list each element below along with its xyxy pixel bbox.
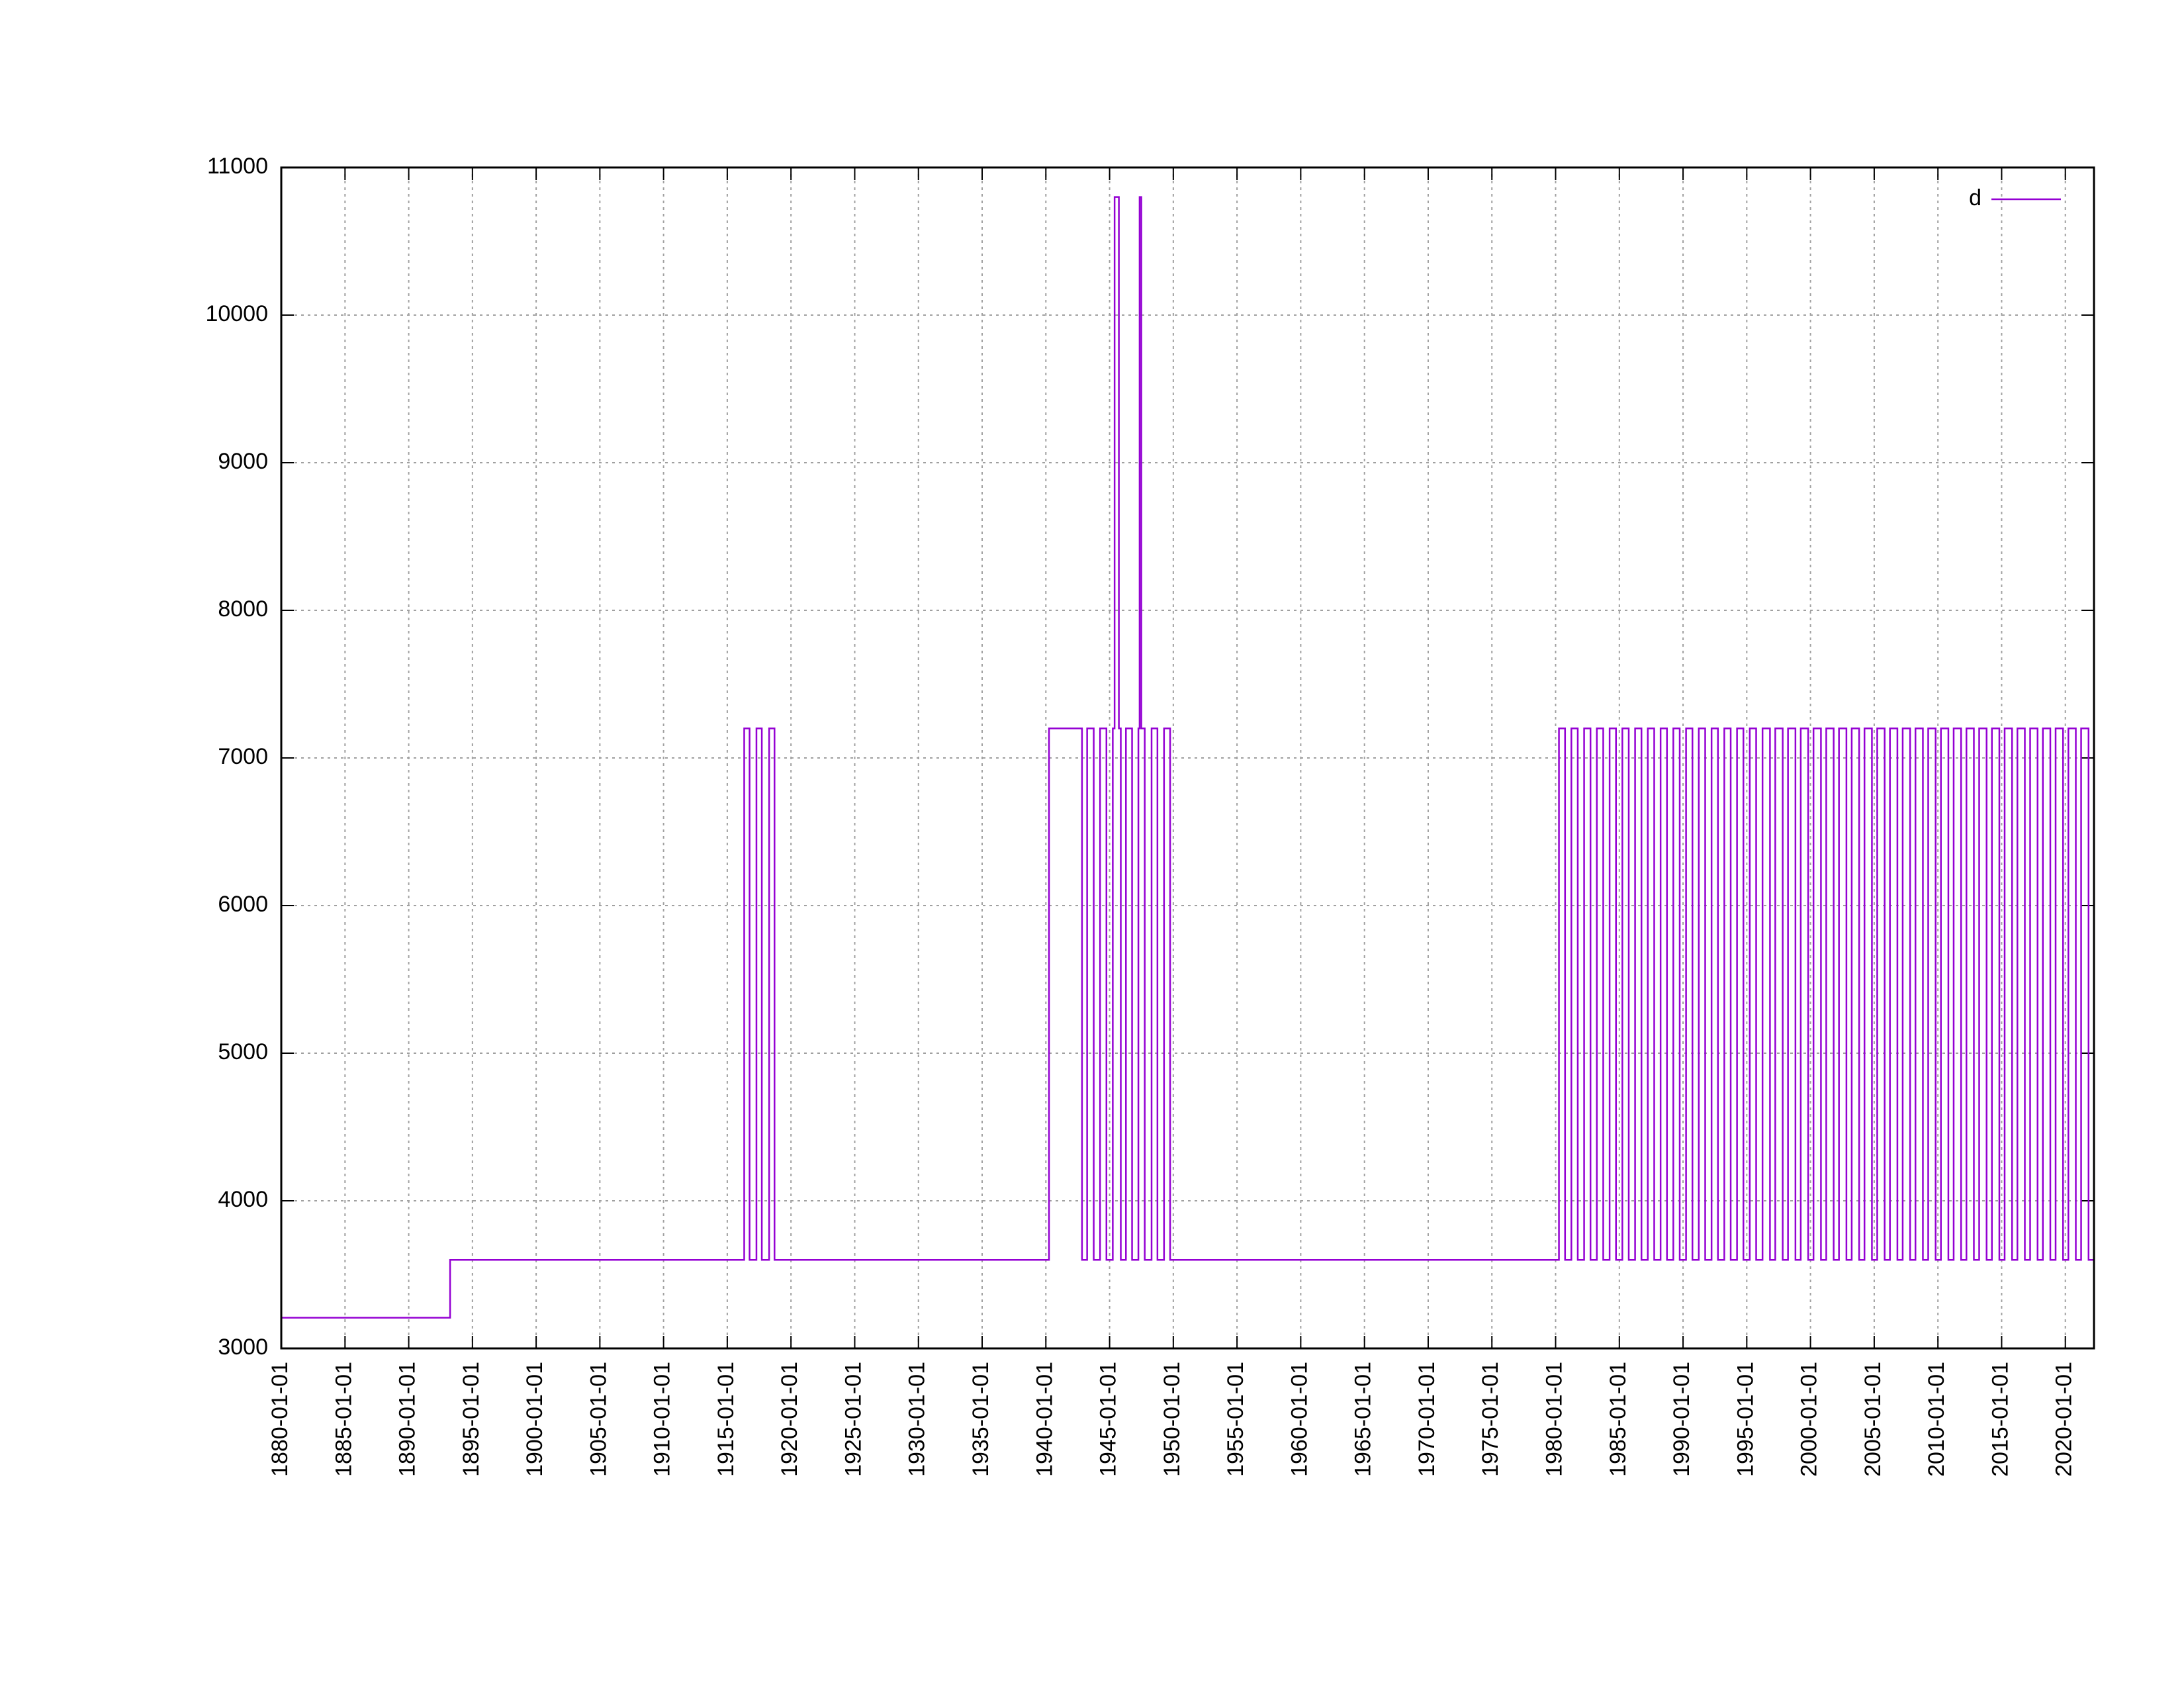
data-line bbox=[281, 196, 2095, 1319]
x-tick-label: 1890-01-01 bbox=[395, 1362, 420, 1477]
x-tick-label: 1900-01-01 bbox=[522, 1362, 547, 1477]
x-tick-label: 2015-01-01 bbox=[1987, 1362, 2013, 1477]
x-tick-label: 2020-01-01 bbox=[2052, 1362, 2077, 1477]
x-tick-label: 1950-01-01 bbox=[1160, 1362, 1185, 1477]
y-tick-label: 7000 bbox=[218, 744, 268, 769]
y-tick-label: 8000 bbox=[218, 596, 268, 622]
y-tick-label: 11000 bbox=[207, 154, 268, 179]
y-tick-label: 6000 bbox=[218, 892, 268, 917]
x-tick-label: 2010-01-01 bbox=[1924, 1362, 1949, 1477]
x-tick-label: 1935-01-01 bbox=[968, 1362, 993, 1477]
x-tick-label: 1930-01-01 bbox=[905, 1362, 930, 1477]
y-tick-label: 5000 bbox=[218, 1039, 268, 1064]
x-tick-label: 1895-01-01 bbox=[459, 1362, 484, 1477]
plot-frame bbox=[280, 166, 2095, 1350]
x-tick-label: 2000-01-01 bbox=[1797, 1362, 1822, 1477]
x-tick-label: 1880-01-01 bbox=[267, 1362, 293, 1477]
x-tick-label: 1970-01-01 bbox=[1414, 1362, 1439, 1477]
x-tick-label: 1885-01-01 bbox=[331, 1362, 356, 1477]
y-tick-label: 9000 bbox=[218, 449, 268, 474]
x-tick-label: 1905-01-01 bbox=[586, 1362, 611, 1477]
x-tick-label: 1960-01-01 bbox=[1287, 1362, 1312, 1477]
x-tick-label: 1995-01-01 bbox=[1733, 1362, 1758, 1477]
y-tick-label: 3000 bbox=[218, 1335, 268, 1360]
x-tick-label: 1985-01-01 bbox=[1606, 1362, 1631, 1477]
y-tick-label: 4000 bbox=[218, 1187, 268, 1212]
x-tick-label: 1915-01-01 bbox=[713, 1362, 739, 1477]
x-tick-label: 1980-01-01 bbox=[1541, 1362, 1567, 1477]
y-tick-label: 10000 bbox=[205, 301, 268, 326]
x-tick-label: 1910-01-01 bbox=[650, 1362, 675, 1477]
x-tick-label: 1945-01-01 bbox=[1096, 1362, 1121, 1477]
x-tick-label: 1990-01-01 bbox=[1669, 1362, 1694, 1477]
x-tick-label: 1975-01-01 bbox=[1478, 1362, 1503, 1477]
x-tick-label: 1925-01-01 bbox=[841, 1362, 866, 1477]
x-tick-label: 1940-01-01 bbox=[1032, 1362, 1057, 1477]
x-tick-label: 1965-01-01 bbox=[1351, 1362, 1376, 1477]
x-tick-label: 1955-01-01 bbox=[1223, 1362, 1248, 1477]
x-tick-label: 2005-01-01 bbox=[1860, 1362, 1886, 1477]
x-tick-label: 1920-01-01 bbox=[777, 1362, 802, 1477]
legend-label: d bbox=[1969, 185, 1981, 211]
